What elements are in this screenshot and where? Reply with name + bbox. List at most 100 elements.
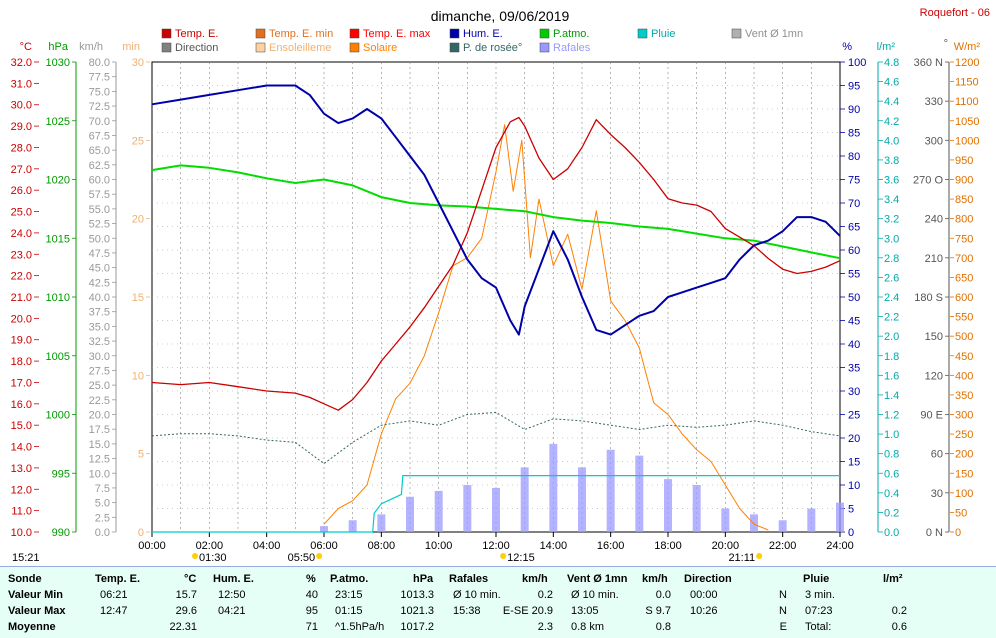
stats-header-hum-unit: % [306,573,316,585]
weather-chart: dimanche, 09/06/2019 Roquefort - 06 Temp… [11,7,990,564]
stats-cell-rain-t: Total: [805,621,832,633]
gust-bar [406,496,414,532]
dir-tick: 180 S [914,292,943,304]
dir-tick: 30 [931,488,943,500]
solar-tick: 450 [955,351,973,363]
rain-tick: 4.2 [884,116,899,128]
press-tick: 1020 [46,175,70,187]
hum-tick: 70 [848,198,860,210]
legend-label: P.atmo. [553,28,590,40]
stats-header-temp-unit: °C [184,573,197,585]
wind-tick: 40.0 [89,292,110,304]
wind-tick: 57.5 [89,189,110,201]
wind-tick: 7.5 [95,483,110,495]
hum-tick: 50 [848,292,860,304]
solar-tick: 1050 [955,116,979,128]
sunset-icon [756,553,763,559]
solar-tick: 500 [955,331,973,343]
stats-cell-press-t: 23:15 [335,589,363,601]
solar-noon-icon [500,553,507,559]
wind-tick: 70.0 [89,116,110,128]
dir-tick: 0 N [926,527,943,539]
press-tick: 1030 [46,57,70,69]
stats-cell-gust-t: 15:38 [453,605,481,617]
stats-row-label: Valeur Min [8,589,64,601]
unit-solar: W/m² [954,41,981,53]
stats-header-press: P.atmo. [330,573,369,585]
press-tick: 990 [52,527,70,539]
rain-tick: 2.4 [884,292,899,304]
stats-cell-rain-t: 07:23 [805,605,833,617]
hum-tick: 5 [848,504,854,516]
wind-tick: 52.5 [89,219,110,231]
rain-tick: 0.6 [884,468,899,480]
min-tick: 15 [132,292,144,304]
temp-tick: 21.0 [11,292,32,304]
legend-swatch [637,28,648,39]
dir-tick: 300 [925,135,943,147]
dir-tick: 360 N [914,57,943,69]
stats-header-rain: Pluie [803,573,830,585]
hum-tick: 60 [848,245,860,257]
gust-bar [606,449,615,532]
wind-tick: 47.5 [89,248,110,260]
wind-tick: 77.5 [89,72,110,84]
temp-tick: 28.0 [11,142,32,154]
x-tick-label: 00:00 [138,540,166,552]
stats-header-wind: Vent Ø 1mn [567,573,628,585]
hum-tick: 25 [848,410,860,422]
wind-tick: 67.5 [89,130,110,142]
solar-line [323,124,769,531]
unit-dir: ° [944,38,948,50]
stats-header-hum: Hum. E. [213,573,254,585]
gust-bar [520,467,529,532]
x-tick-label: 14:00 [540,540,568,552]
stats-header-gust-unit: km/h [522,573,548,585]
rain-tick: 3.6 [884,175,899,187]
stats-cell-hum-v: 40 [305,589,318,601]
stats-cell-dir-t: 00:00 [690,589,718,601]
unit-min: min [122,41,140,53]
solar-tick: 1200 [955,57,979,69]
temp-tick: 16.0 [11,399,32,411]
solar-tick: 1150 [955,77,979,89]
wind-tick: 15.0 [89,439,110,451]
humidity-line [151,84,841,336]
solar-tick: 700 [955,253,973,265]
legend-label: Ensoleilleme [269,42,331,54]
legend-swatch [449,28,460,39]
stats-cell-gust-t: Ø 10 min. [453,589,501,601]
rain-line [152,475,840,533]
plot-area [151,61,841,533]
rain-tick: 1.4 [884,390,899,402]
legend-swatch [731,28,742,39]
hum-tick: 45 [848,316,860,328]
stats-table: Sonde Temp. E. °C Hum. E. % P.atmo. hPa … [0,566,996,638]
dir-tick: 60 [931,449,943,461]
min-tick: 10 [132,370,144,382]
rain-tick: 3.8 [884,155,899,167]
rain-tick: 0.4 [884,488,899,500]
chart-marks [151,84,844,533]
wind-tick: 75.0 [89,86,110,98]
stats-header-gust: Rafales [449,573,489,585]
stats-cell-gust-v: 0.2 [537,589,553,601]
stats-cell-wind-t: 13:05 [571,605,599,617]
wind-tick: 80.0 [89,57,110,69]
chart-title: dimanche, 09/06/2019 [431,8,570,24]
legend-label: Rafales [553,42,591,54]
temp-tick: 14.0 [11,442,32,454]
wind-tick: 65.0 [89,145,110,157]
rain-tick: 4.0 [884,135,899,147]
rain-tick: 1.0 [884,429,899,441]
press-tick: 1025 [46,116,70,128]
temp-tick: 23.0 [11,249,32,261]
rain-tick: 1.6 [884,370,899,382]
temp-tick: 29.0 [11,121,32,133]
press-tick: 1005 [46,351,70,363]
legend-label: Solaire [363,42,397,54]
press-tick: 1010 [46,292,70,304]
wind-tick: 32.5 [89,336,110,348]
legend-swatch [161,28,172,39]
gust-bar [348,520,357,532]
